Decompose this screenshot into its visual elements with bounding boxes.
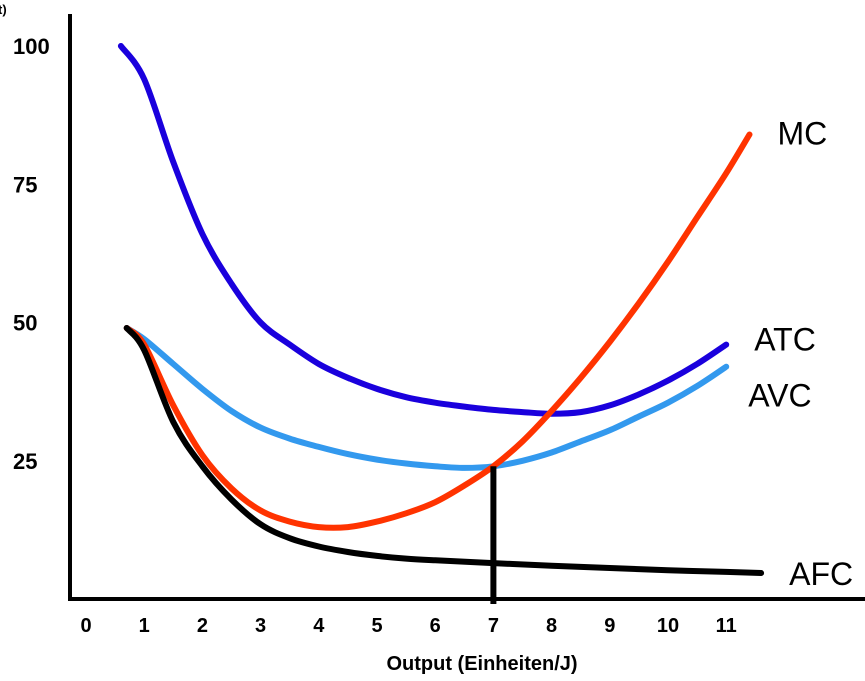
x-axis-label: Output (Einheiten/J): [386, 653, 577, 675]
x-tick-label: 11: [716, 615, 737, 637]
x-tick-label: 1: [139, 615, 150, 637]
x-tick-labels: 0 1 2 3 4 5 6 7 8 9 10 11: [80, 615, 736, 637]
x-tick-label: 7: [488, 615, 499, 637]
y-tick-label: 75: [13, 172, 37, 197]
avc-label: AVC: [748, 378, 811, 414]
series-labels: AVC ATC MC AFC: [748, 115, 853, 592]
x-tick-label: 3: [255, 615, 266, 637]
atc-curve: [117, 43, 730, 417]
mc-label: MC: [777, 115, 827, 151]
x-tick-label: 6: [430, 615, 441, 637]
x-tick-label: 9: [604, 615, 615, 637]
x-tick-label: 4: [313, 615, 325, 637]
y-tick-label: 100: [13, 34, 50, 59]
x-tick-label: 0: [80, 615, 91, 637]
afc-label: AFC: [789, 556, 853, 592]
x-tick-label: 2: [197, 615, 208, 637]
y-tick-label: 50: [13, 311, 37, 336]
y-axis-label-fragment: t): [0, 2, 7, 17]
y-tick-labels: 25 50 75 100: [13, 34, 50, 474]
y-tick-label: 25: [13, 449, 37, 474]
mc-curve: [123, 131, 753, 531]
afc-curve: [123, 325, 765, 576]
avc-curve: [123, 325, 730, 471]
cost-curves: [117, 43, 765, 576]
x-tick-label: 5: [371, 615, 382, 637]
x-tick-label: 10: [657, 615, 679, 637]
atc-label: ATC: [754, 322, 816, 358]
x-tick-label: 8: [546, 615, 557, 637]
